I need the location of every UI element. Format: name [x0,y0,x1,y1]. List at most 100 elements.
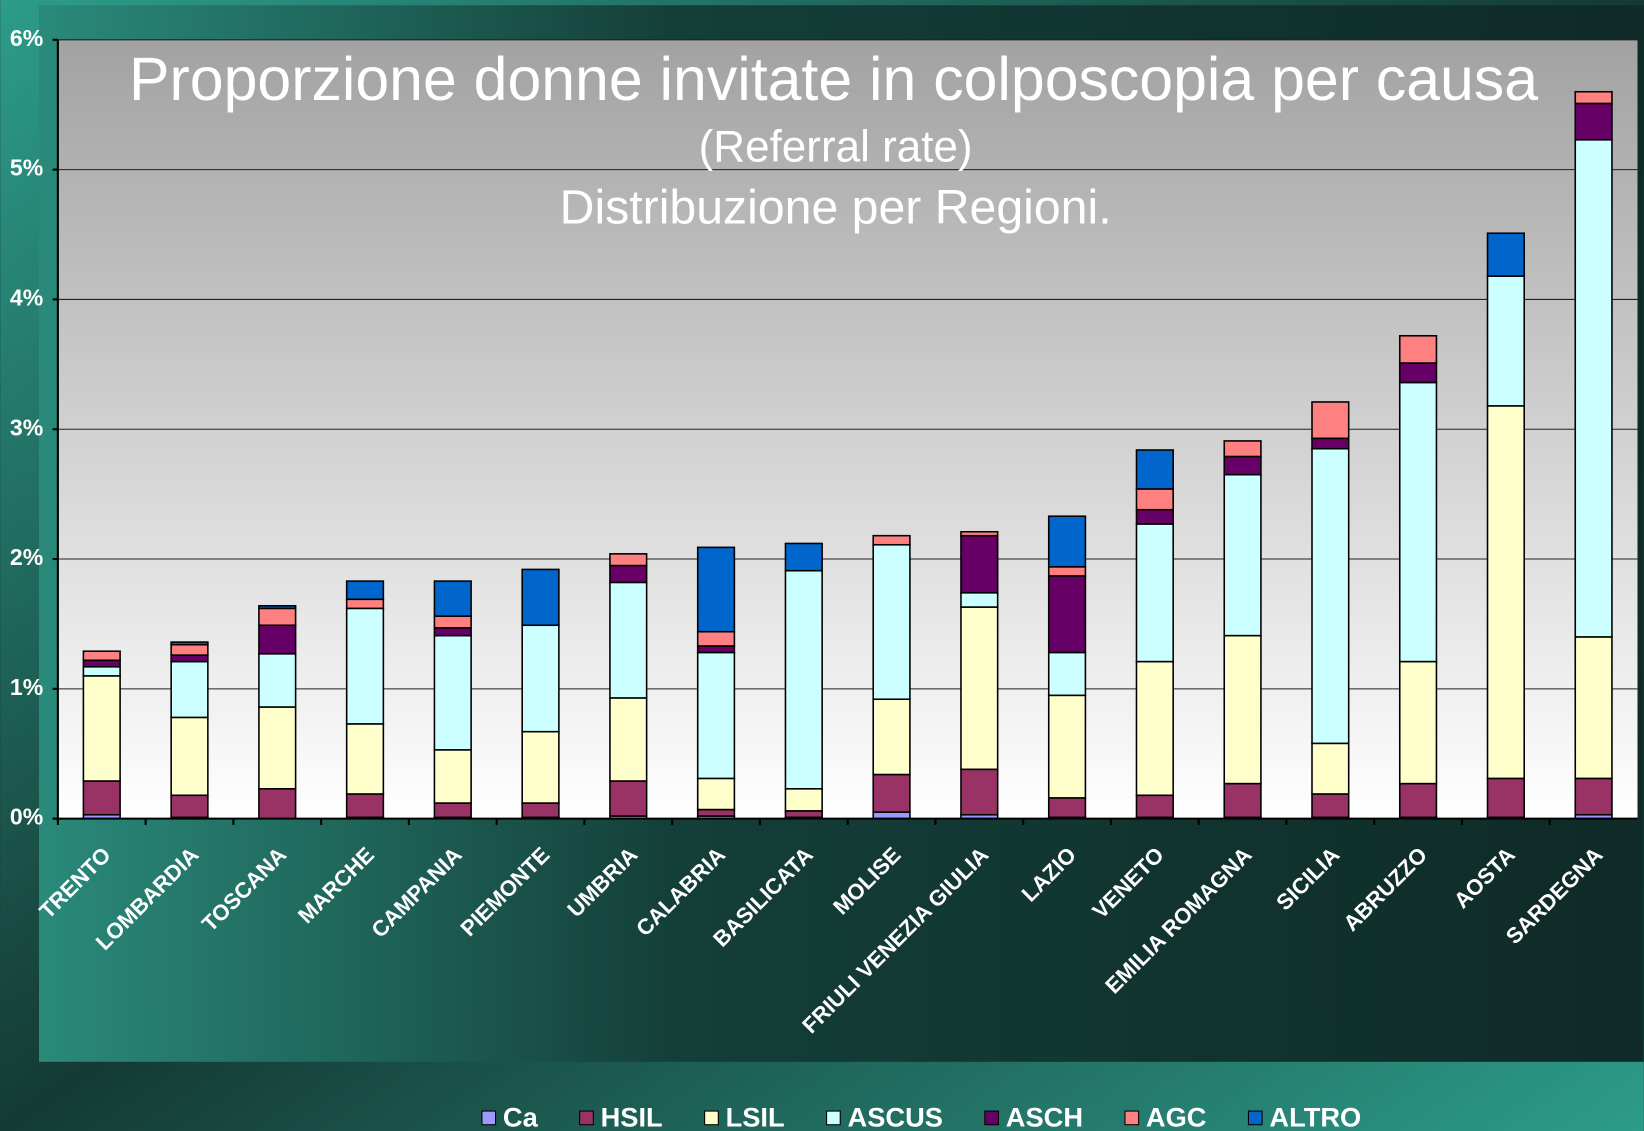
legend-label: Ca [503,1102,539,1131]
bar-segment [82,650,121,662]
bar-segment [609,564,648,584]
legend-label: ALTRO [1269,1102,1361,1131]
bar-segment [170,643,209,656]
bar-segment [1311,793,1350,819]
bar-segment [433,802,472,819]
legend-label: AGC [1146,1102,1207,1131]
bar-segment [696,777,736,811]
bar-segment [82,780,121,816]
bar-segment [345,580,385,601]
bar-segment [1398,660,1438,785]
bar-segment [960,534,999,594]
bar-segment [1398,362,1438,384]
bar-segment [784,787,823,812]
bar-segment [960,530,999,537]
bar-segment [1047,566,1087,577]
legend-label: LSIL [726,1102,785,1131]
bar-segment [960,591,999,608]
bar-segment [258,604,297,610]
bar-segment [521,568,560,627]
legend-label: ASCH [1006,1102,1083,1131]
legend-label: ASCUS [848,1102,943,1131]
legend-label: HSIL [601,1102,663,1131]
chart-subtitle: (Referral rate) [699,123,973,172]
bar-segment [345,793,385,819]
legend-swatch [481,1110,497,1126]
bar-segment [609,780,648,817]
y-tick-label: 3% [10,414,43,440]
bar-segment [258,653,297,708]
y-tick-label: 0% [10,804,43,830]
bar-segment [1574,138,1613,638]
bar-segment [170,641,209,646]
bar-segment [1574,90,1613,105]
bar-segment [1398,782,1438,819]
bar-segment [696,645,736,654]
bar-segment [1311,742,1350,795]
bar-segment [1135,523,1174,663]
legend-swatch [1124,1110,1140,1126]
bar-segment [609,581,648,699]
bar-segment [609,697,648,782]
bar-segment [433,615,472,629]
bar-segment [1311,437,1350,450]
bar-segment [1486,232,1525,277]
bar-segment [433,634,472,751]
bar-segment [1047,797,1087,819]
legend-swatch [579,1110,594,1126]
bar-segment [1047,694,1087,799]
bar-segment [82,665,121,677]
bar-segment [1311,401,1350,440]
bar-segment [521,730,560,804]
bar-segment [1486,275,1525,407]
bar-segment [1223,782,1262,819]
bar-segment [1047,651,1087,697]
y-tick-label: 1% [10,674,43,700]
bar-segment [345,723,385,795]
bar-segment [1223,634,1262,785]
bar-segment [872,543,911,701]
bar-segment [696,546,736,633]
bar-segment [784,569,823,790]
bar-segment [82,675,121,782]
chart-title: Proporzione donne invitate in colposcopi… [129,45,1538,113]
bar-segment [170,654,209,663]
y-tick-label: 4% [10,285,43,311]
legend: Ca HSIL LSIL ASCUS ASCH AGC ALTRO [481,1102,1361,1131]
bar-segment [696,630,736,647]
bar-segment [1223,473,1262,637]
bar-segment [433,749,472,804]
bar-segment [696,651,736,780]
bar-segment [258,706,297,790]
bar-segment [521,624,560,733]
bar-segment [258,607,297,627]
bar-segment [784,810,823,819]
chart-subtitle: Distribuzione per Regioni. [560,180,1112,234]
bar-segment [82,659,121,668]
bar-segment [1398,381,1438,663]
legend-swatch [826,1110,841,1126]
bar-segment [1574,102,1613,141]
bar-segment [1135,794,1174,819]
bar-segment [1135,488,1174,511]
bar-segment [521,802,560,819]
bar-segment [1574,777,1613,816]
bar-segment [345,607,385,725]
bar-segment [960,768,999,816]
bar-segment [872,534,911,546]
bar-segment [170,794,209,819]
y-tick-label: 2% [10,544,43,570]
bar-segment [170,716,209,797]
bar-segment [433,627,472,637]
legend-swatch [984,1110,1000,1126]
bar-segment [258,787,297,820]
y-tick-label: 6% [10,25,43,51]
bar-segment [433,580,472,617]
bar-segment [1135,508,1174,525]
bar-segment [872,698,911,776]
bar-segment [1047,515,1087,568]
bar-segment [960,606,999,771]
bar-segment [1223,440,1262,458]
